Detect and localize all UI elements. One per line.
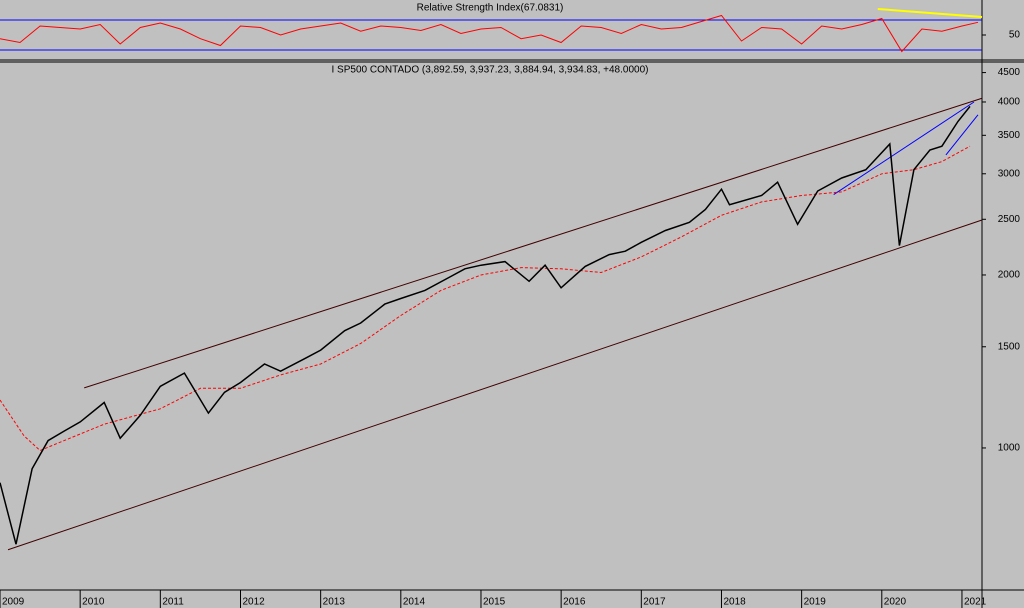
trend-line (945, 114, 979, 156)
x-tick-label: 2018 (723, 597, 746, 608)
trend-line (833, 101, 975, 196)
y-tick-label: 50 (1009, 30, 1021, 41)
series-line (0, 105, 971, 545)
rsi-title: Relative Strength Index(67.0831) (417, 3, 564, 14)
x-tick-label: 2019 (804, 597, 827, 608)
x-tick-label: 2009 (2, 597, 25, 608)
x-tick-label: 2010 (82, 597, 105, 608)
y-tick-label: 4000 (998, 97, 1021, 108)
x-tick-label: 2011 (162, 597, 184, 608)
x-tick-label: 2013 (323, 597, 346, 608)
x-tick-label: 2015 (483, 597, 506, 608)
y-tick-label: 1500 (998, 341, 1021, 352)
y-tick-label: 3000 (998, 168, 1021, 179)
x-tick-label: 2016 (563, 597, 586, 608)
series-line (0, 14, 979, 53)
y-tick-label: 2000 (998, 270, 1021, 281)
y-tick-label: 1000 (998, 443, 1021, 454)
y-tick-label: 3500 (998, 130, 1021, 141)
x-tick-label: 2012 (242, 597, 265, 608)
y-tick-label: 2500 (998, 214, 1021, 225)
x-tick-label: 2020 (884, 597, 907, 608)
x-tick-label: 2021 (964, 597, 987, 608)
moving-average (0, 145, 971, 452)
x-tick-label: 2014 (403, 597, 426, 608)
trend-line (7, 219, 983, 551)
y-tick-label: 4500 (998, 67, 1021, 78)
trend-line (84, 97, 983, 389)
x-tick-label: 2017 (643, 597, 666, 608)
trend-line (877, 7, 983, 19)
price-title: I SP500 CONTADO (3,892.59, 3,937.23, 3,8… (332, 65, 649, 76)
